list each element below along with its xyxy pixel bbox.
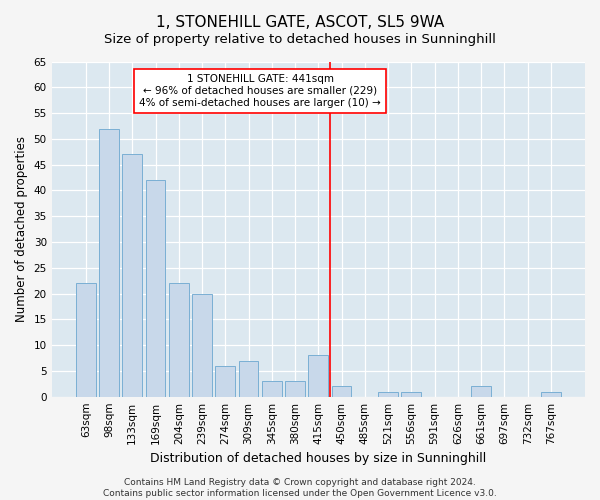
Bar — [378, 392, 398, 396]
X-axis label: Distribution of detached houses by size in Sunninghill: Distribution of detached houses by size … — [150, 452, 487, 465]
Bar — [262, 381, 282, 396]
Bar — [541, 392, 561, 396]
Text: 1 STONEHILL GATE: 441sqm
← 96% of detached houses are smaller (229)
4% of semi-d: 1 STONEHILL GATE: 441sqm ← 96% of detach… — [139, 74, 381, 108]
Bar — [239, 360, 259, 396]
Bar — [169, 283, 188, 397]
Bar — [401, 392, 421, 396]
Bar — [215, 366, 235, 396]
Text: Contains HM Land Registry data © Crown copyright and database right 2024.
Contai: Contains HM Land Registry data © Crown c… — [103, 478, 497, 498]
Bar — [192, 294, 212, 397]
Text: 1, STONEHILL GATE, ASCOT, SL5 9WA: 1, STONEHILL GATE, ASCOT, SL5 9WA — [156, 15, 444, 30]
Bar — [99, 128, 119, 396]
Text: Size of property relative to detached houses in Sunninghill: Size of property relative to detached ho… — [104, 32, 496, 46]
Bar — [332, 386, 352, 396]
Bar — [122, 154, 142, 396]
Bar — [146, 180, 166, 396]
Bar — [308, 356, 328, 397]
Bar — [471, 386, 491, 396]
Bar — [285, 381, 305, 396]
Y-axis label: Number of detached properties: Number of detached properties — [15, 136, 28, 322]
Bar — [76, 283, 95, 397]
